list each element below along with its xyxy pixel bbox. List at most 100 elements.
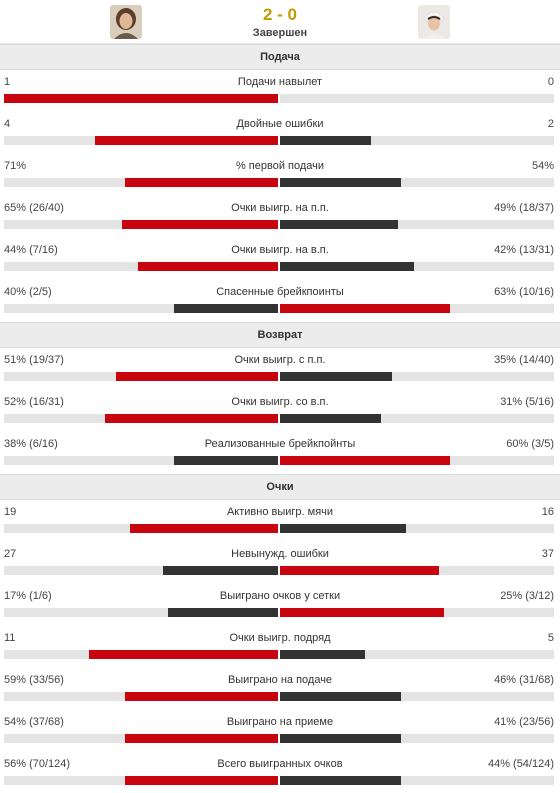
- stat-label: % первой подачи: [235, 160, 325, 172]
- home-bar-fill: [138, 262, 278, 271]
- home-value: 52% (16/31): [4, 396, 64, 408]
- away-value: 44% (54/124): [487, 758, 554, 770]
- away-bar-fill: [280, 566, 439, 575]
- away-bar-track: [280, 650, 554, 659]
- home-value: 27: [4, 548, 17, 560]
- home-value: 38% (6/16): [4, 438, 58, 450]
- home-bar-fill: [116, 372, 278, 381]
- away-player-avatar[interactable]: [418, 5, 450, 39]
- away-value: 49% (18/37): [494, 202, 554, 214]
- away-bar-fill: [280, 456, 450, 465]
- match-score: 2 - 0: [262, 5, 298, 24]
- home-bar-fill: [95, 136, 278, 145]
- home-bar-track: [4, 692, 278, 701]
- home-value: 54% (37/68): [4, 716, 64, 728]
- match-header: 2 - 0 Завершен: [0, 0, 560, 44]
- away-value: 46% (31/68): [494, 674, 554, 686]
- home-value: 17% (1/6): [4, 590, 52, 602]
- away-value: 2: [547, 118, 554, 130]
- away-bar-track: [280, 262, 554, 271]
- home-bar-track: [4, 262, 278, 271]
- away-bar-track: [280, 94, 554, 103]
- home-value: 11: [4, 632, 16, 644]
- away-bar-fill: [280, 220, 398, 229]
- away-bar-track: [280, 178, 554, 187]
- stat-row: 52% (16/31) Очки выигр. со в.п. 31% (5/16): [0, 390, 560, 432]
- home-value: 65% (26/40): [4, 202, 64, 214]
- match-status: Завершен: [252, 27, 308, 39]
- home-bar-track: [4, 220, 278, 229]
- home-bar-fill: [125, 178, 278, 187]
- home-bar-track: [4, 94, 278, 103]
- stat-row: 17% (1/6) Выиграно очков у сетки 25% (3/12…: [0, 584, 560, 626]
- away-value: 42% (13/31): [494, 244, 554, 256]
- stat-row: 1 Подачи навылет 0: [0, 70, 560, 112]
- away-value: 37: [541, 548, 554, 560]
- away-bar-fill: [280, 608, 444, 617]
- away-value: 5: [547, 632, 554, 644]
- home-bar-track: [4, 178, 278, 187]
- stat-row: 65% (26/40) Очки выигр. на п.п. 49% (18/37…: [0, 196, 560, 238]
- home-bar-track: [4, 372, 278, 381]
- away-bar-track: [280, 524, 554, 533]
- home-bar-fill: [174, 456, 278, 465]
- statistics-list: Подача 1 Подачи навылет 0 4 Двойные ошибки 2 71…: [0, 44, 560, 793]
- stat-row: 51% (19/37) Очки выигр. с п.п. 35% (14/40): [0, 348, 560, 390]
- stat-label: Двойные ошибки: [236, 118, 324, 130]
- stat-row: 59% (33/56) Выиграно на подаче 46% (31/68): [0, 668, 560, 710]
- stat-row: 38% (6/16) Реализованные брейкпойнты 60% (…: [0, 432, 560, 474]
- home-bar-fill: [130, 524, 278, 533]
- home-bar-track: [4, 136, 278, 145]
- stat-row: 40% (2/5) Спасенные брейкпоинты 63% (10/16…: [0, 280, 560, 322]
- away-bar-fill: [280, 414, 381, 423]
- home-bar-track: [4, 304, 278, 313]
- home-value: 59% (33/56): [4, 674, 64, 686]
- away-bar-track: [280, 692, 554, 701]
- stat-row: 27 Невынужд. ошибки 37: [0, 542, 560, 584]
- stat-label: Очки выигр. подряд: [229, 632, 331, 644]
- stat-label: Всего выигранных очков: [217, 758, 343, 770]
- stat-label: Реализованные брейкпойнты: [204, 438, 356, 450]
- away-value: 60% (3/5): [506, 438, 554, 450]
- stat-label: Выиграно на приеме: [226, 716, 334, 728]
- home-bar-fill: [125, 776, 278, 785]
- home-value: 51% (19/37): [4, 354, 64, 366]
- home-bar-fill: [163, 566, 278, 575]
- home-bar-fill: [174, 304, 278, 313]
- home-bar-fill: [125, 692, 278, 701]
- stat-label: Очки выигр. на п.п.: [231, 202, 329, 214]
- away-bar-track: [280, 608, 554, 617]
- home-value: 71%: [4, 160, 27, 172]
- stat-row: 11 Очки выигр. подряд 5: [0, 626, 560, 668]
- stat-row: 71% % первой подачи 54%: [0, 154, 560, 196]
- stat-label: Выиграно на подаче: [227, 674, 333, 686]
- home-value: 4: [4, 118, 11, 130]
- away-value: 63% (10/16): [494, 286, 554, 298]
- stat-label: Очки выигр. на в.п.: [231, 244, 329, 256]
- away-bar-track: [280, 136, 554, 145]
- away-value: 54%: [531, 160, 554, 172]
- home-value: 44% (7/16): [4, 244, 58, 256]
- away-bar-fill: [280, 136, 371, 145]
- home-player-avatar[interactable]: [110, 5, 142, 39]
- away-bar-track: [280, 304, 554, 313]
- home-bar-track: [4, 524, 278, 533]
- home-bar-fill: [89, 650, 278, 659]
- away-bar-fill: [280, 304, 450, 313]
- away-value: 35% (14/40): [494, 354, 554, 366]
- away-bar-track: [280, 372, 554, 381]
- away-bar-track: [280, 776, 554, 785]
- stat-row: 19 Активно выигр. мячи 16: [0, 500, 560, 542]
- away-bar-fill: [280, 776, 401, 785]
- stat-row: 56% (70/124) Всего выигранных очков 44% (5…: [0, 752, 560, 793]
- away-bar-track: [280, 414, 554, 423]
- score-block: 2 - 0 Завершен: [0, 5, 560, 40]
- home-bar-track: [4, 414, 278, 423]
- home-player-photo-icon: [110, 5, 142, 39]
- home-bar-fill: [122, 220, 278, 229]
- home-value: 40% (2/5): [4, 286, 52, 298]
- section-header: Возврат: [0, 322, 560, 348]
- away-bar-fill: [280, 524, 406, 533]
- stat-label: Очки выигр. с п.п.: [234, 354, 326, 366]
- home-bar-track: [4, 566, 278, 575]
